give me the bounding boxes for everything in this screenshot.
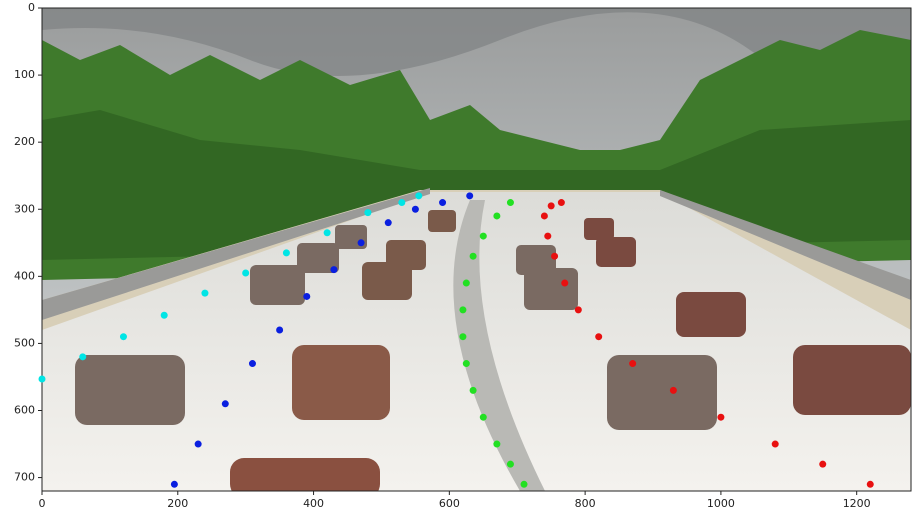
- lane-point: [469, 252, 477, 260]
- lane-point: [303, 292, 311, 300]
- lane-point: [411, 205, 419, 213]
- lane-point: [282, 249, 290, 257]
- x-tick-label: 400: [303, 497, 324, 510]
- lane-point: [221, 400, 229, 408]
- plot-frame: [41, 7, 912, 492]
- y-tick-label: 0: [28, 1, 35, 14]
- lane-point: [384, 219, 392, 227]
- lane-point: [459, 306, 467, 314]
- x-tick-label: 600: [439, 497, 460, 510]
- lane-point: [119, 333, 127, 341]
- lane-point: [38, 375, 46, 383]
- background-image: [42, 8, 911, 491]
- lane-point: [629, 360, 637, 368]
- lane-point: [561, 279, 569, 287]
- x-tick-label: 800: [575, 497, 596, 510]
- lane-point: [479, 232, 487, 240]
- lane-point: [551, 252, 559, 260]
- lane-point: [242, 269, 250, 277]
- lane-point: [323, 229, 331, 237]
- lane-point: [248, 360, 256, 368]
- lane-point: [276, 326, 284, 334]
- y-tick-label: 700: [14, 471, 35, 484]
- lane-point: [771, 440, 779, 448]
- lane-point: [170, 480, 178, 488]
- lane-point: [520, 480, 528, 488]
- lane-point: [819, 460, 827, 468]
- lane-point: [330, 266, 338, 274]
- x-tick-label: 1000: [707, 497, 735, 510]
- lane-point: [459, 333, 467, 341]
- lane-point: [160, 311, 168, 319]
- lane-point: [506, 199, 514, 207]
- y-tick-label: 200: [14, 135, 35, 148]
- lane-point: [439, 199, 447, 207]
- lane-point: [540, 212, 548, 220]
- lane-point: [415, 192, 423, 200]
- lane-point: [479, 413, 487, 421]
- y-tick-label: 100: [14, 68, 35, 81]
- x-tick-label: 1200: [843, 497, 871, 510]
- lane-point: [557, 199, 565, 207]
- lane-point: [493, 440, 501, 448]
- lane-point: [506, 460, 514, 468]
- lane-point: [544, 232, 552, 240]
- lane-point: [493, 212, 501, 220]
- lane-point: [669, 386, 677, 394]
- y-tick-label: 500: [14, 336, 35, 349]
- lane-point: [595, 333, 603, 341]
- lane-point: [547, 202, 555, 210]
- x-tick-label: 0: [39, 497, 46, 510]
- lane-point: [466, 192, 474, 200]
- lane-point: [357, 239, 365, 247]
- lane-point: [866, 480, 874, 488]
- lane-point: [462, 360, 470, 368]
- lane-point: [364, 209, 372, 217]
- y-tick-label: 600: [14, 404, 35, 417]
- lane-point: [574, 306, 582, 314]
- lane-point: [398, 199, 406, 207]
- lane-point: [194, 440, 202, 448]
- lane-point: [469, 386, 477, 394]
- lane-point: [201, 289, 209, 297]
- lane-point: [79, 353, 87, 361]
- y-tick-label: 300: [14, 202, 35, 215]
- x-tick-label: 200: [167, 497, 188, 510]
- lane-point: [462, 279, 470, 287]
- y-tick-label: 400: [14, 269, 35, 282]
- lane-point: [717, 413, 725, 421]
